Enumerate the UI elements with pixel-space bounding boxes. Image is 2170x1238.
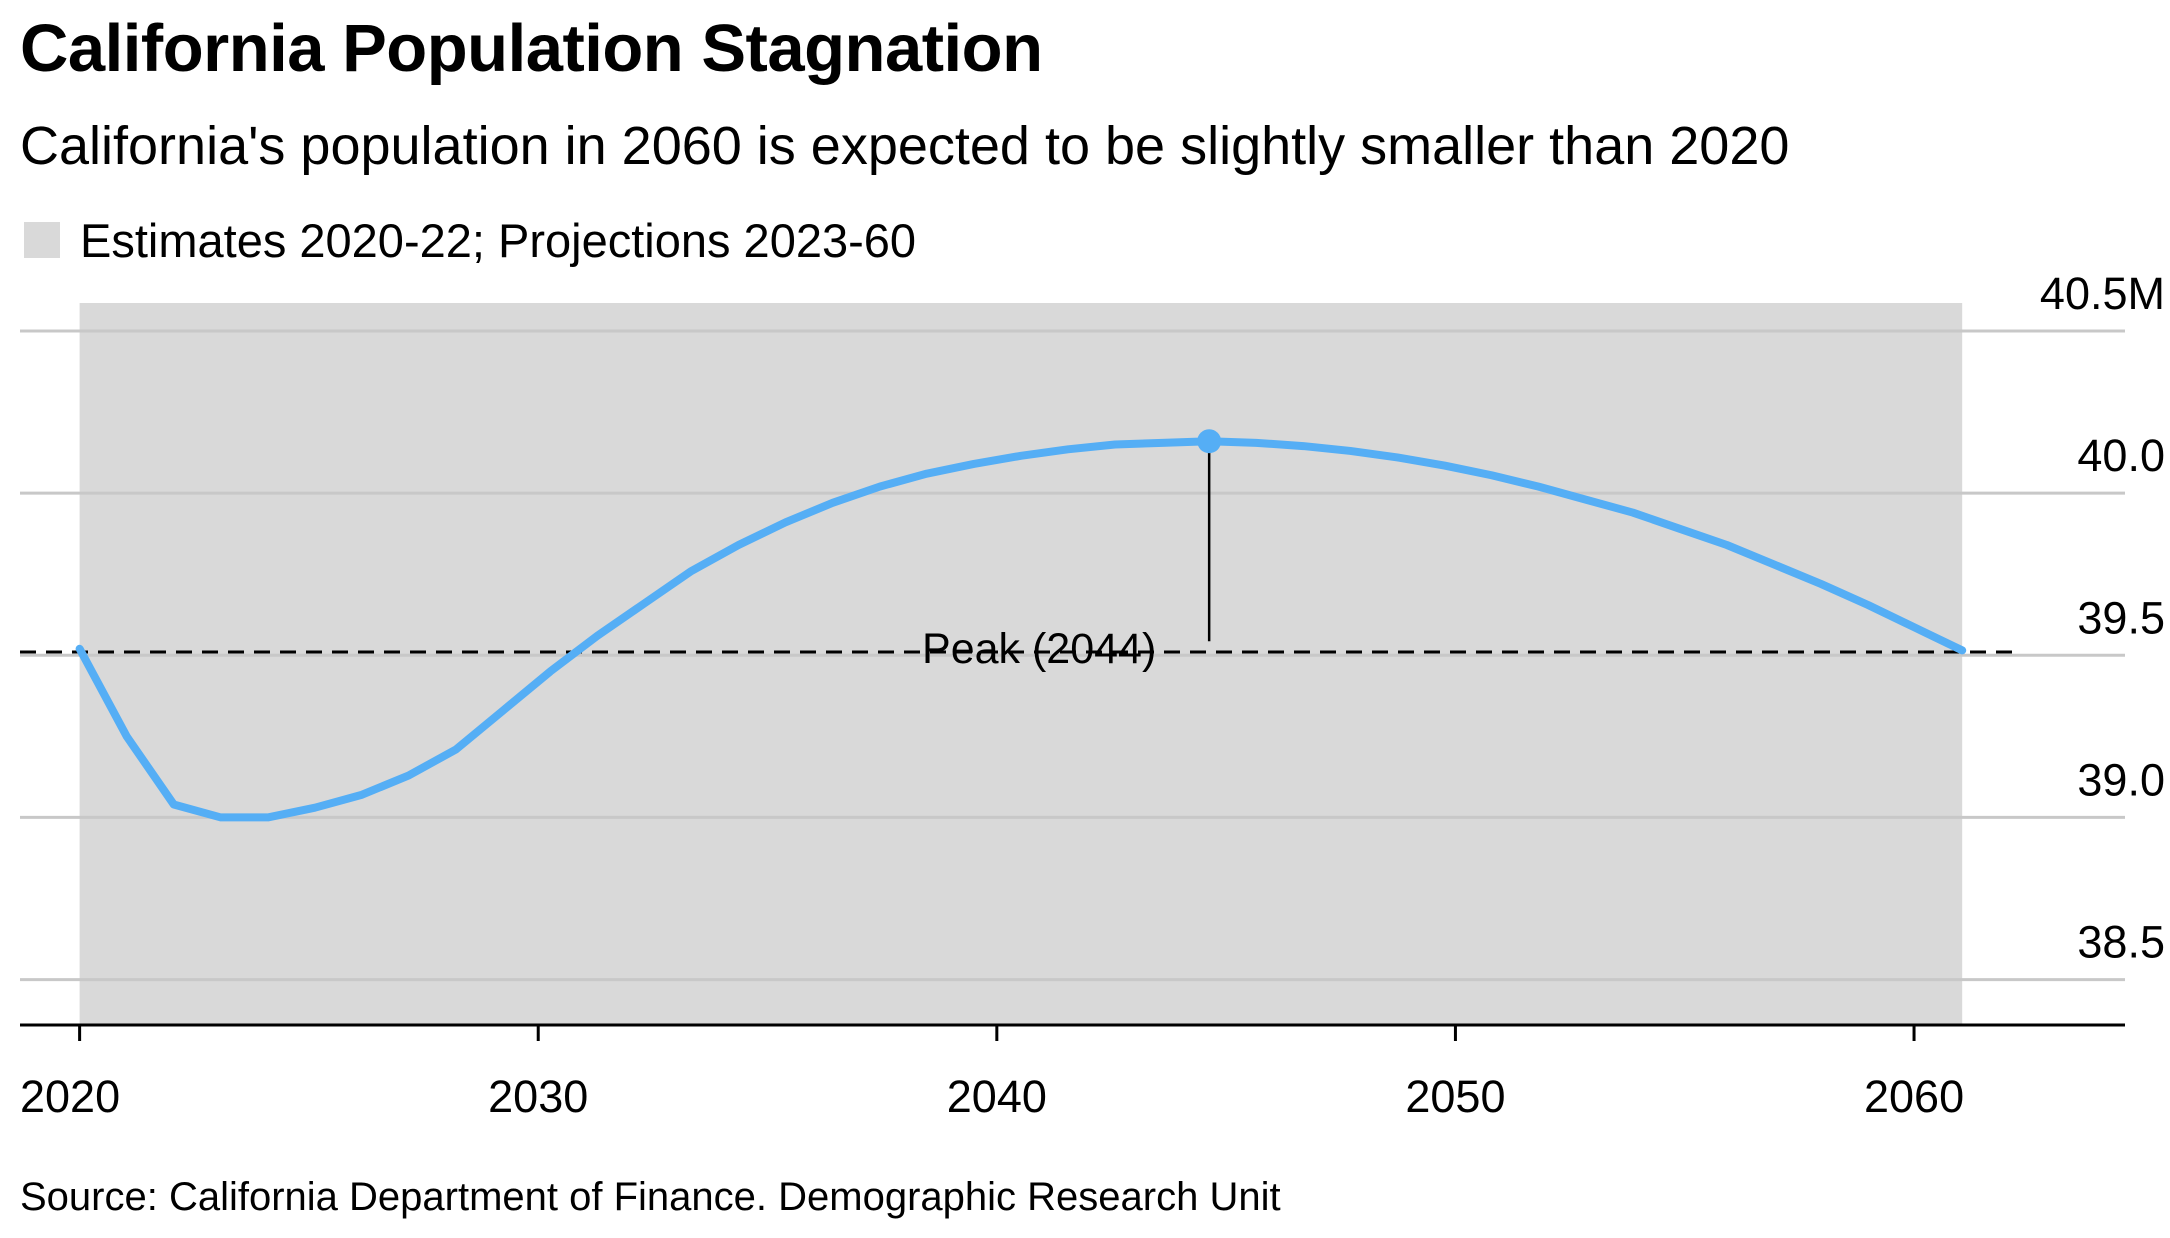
x-tick-label: 2040: [947, 1071, 1047, 1122]
chart-title: California Population Stagnation: [20, 11, 1043, 86]
x-tick-label: 2020: [20, 1071, 120, 1122]
y-tick-label: 39.5: [2077, 592, 2165, 643]
y-tick-label: 39.0: [2077, 754, 2165, 805]
x-tick-label: 2060: [1864, 1071, 1964, 1122]
x-tick-label: 2050: [1405, 1071, 1505, 1122]
y-tick-label: 40.5M: [2040, 268, 2165, 319]
chart-subtitle: California's population in 2060 is expec…: [20, 116, 1790, 176]
peak-label: Peak (2044): [922, 625, 1156, 673]
y-tick-label: 40.0: [2077, 430, 2165, 481]
y-tick-label: 38.5: [2077, 917, 2165, 968]
peak-point: [1197, 429, 1222, 454]
legend: Estimates 2020-22; Projections 2023-60: [24, 210, 916, 270]
population-line: [75, 437, 1967, 822]
shaded-region: [79, 303, 1963, 1025]
chart-source: Source: California Department of Finance…: [20, 1175, 1281, 1219]
legend-label: Estimates 2020-22; Projections 2023-60: [80, 213, 917, 267]
x-tick-label: 2030: [488, 1071, 588, 1122]
legend-swatch: [24, 222, 60, 258]
